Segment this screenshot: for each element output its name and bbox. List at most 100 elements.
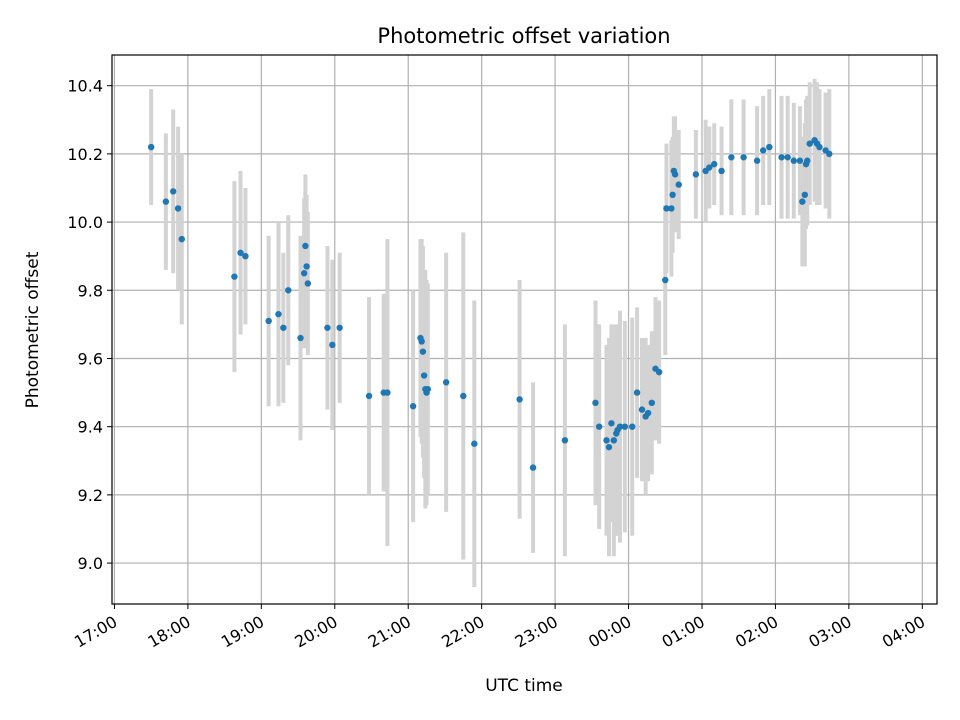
data-point [655,368,663,376]
x-tick-label: 00:00 [585,612,634,652]
data-point [801,191,809,199]
data-point [806,140,813,147]
x-tick-label: 01:00 [659,612,708,652]
y-tick-label: 9.6 [78,349,103,368]
data-point [529,464,537,471]
data-point [329,341,336,349]
x-axis-label: UTC time [485,676,563,696]
x-tick-label: 03:00 [805,612,854,652]
data-point [603,437,610,444]
data-point [668,205,675,212]
plot-area-frame [111,54,938,605]
data-points [147,137,833,471]
data-point [799,198,806,205]
y-tick-label: 10.4 [67,77,103,96]
data-point [728,154,735,161]
data-point [663,205,670,212]
x-tick-label: 20:00 [291,612,340,652]
data-point [471,440,478,447]
x-tick-label: 02:00 [732,612,781,652]
data-point [605,443,613,451]
data-point [711,160,718,168]
data-point [324,324,331,331]
data-point [442,379,450,386]
data-point [147,143,155,151]
data-point [365,392,373,400]
data-point [804,157,811,164]
data-point [784,154,791,161]
data-point [616,423,624,430]
data-point [790,157,797,164]
data-point [242,252,249,260]
data-point [303,263,310,270]
grid-lines [112,55,937,604]
y-tick-label: 9.4 [78,418,103,437]
data-point [621,423,629,430]
data-point [753,157,761,164]
y-tick-label: 9.8 [78,281,103,300]
data-point [170,188,177,195]
data-point [418,338,425,345]
data-point [595,423,603,430]
x-tick-label: 18:00 [144,612,193,652]
data-point [671,171,679,178]
data-point [516,396,523,403]
data-point [265,317,272,325]
data-point [633,389,641,396]
y-tick-label: 9.0 [78,554,103,573]
data-point [718,167,725,175]
data-point [766,143,773,151]
data-point [759,147,767,154]
chart-title: Photometric offset variation [377,24,670,48]
data-point [285,287,292,294]
data-point [336,324,343,331]
data-point [275,310,282,318]
data-point [648,399,655,407]
x-tick-label: 22:00 [438,612,487,652]
data-point [669,191,676,199]
data-point [420,372,428,379]
data-point [174,205,182,212]
data-point [304,280,312,287]
data-point [610,437,618,444]
data-point [662,276,669,284]
data-point [231,273,238,280]
data-point [178,235,185,243]
data-point [692,171,700,178]
data-point [302,242,309,250]
data-point [706,164,713,171]
data-point [629,423,636,430]
error-bars [149,78,832,587]
data-point [592,399,599,407]
data-point [384,389,391,396]
data-point [740,154,747,161]
x-tick-label: 17:00 [71,612,120,652]
x-tick-label: 04:00 [879,612,928,652]
data-point [778,154,785,161]
data-point [796,157,804,164]
y-axis-ticks: 9.0 9.2 9.4 9.6 9.8 10.0 10.2 10.4 [67,77,112,573]
data-point [816,143,823,151]
data-point [162,198,170,205]
data-point [608,420,615,427]
data-point [644,409,652,417]
x-tick-label: 21:00 [365,612,414,652]
data-point [826,150,833,158]
data-point [460,392,467,400]
y-tick-label: 10.0 [67,213,103,232]
x-tick-label: 19:00 [218,612,267,652]
data-point [419,348,427,355]
data-point [297,334,304,342]
y-axis-label: Photometric offset [23,251,43,408]
data-point [237,249,244,256]
data-point [300,270,308,277]
y-tick-label: 9.2 [78,486,103,505]
x-axis-ticks: 17:00 18:00 19:00 20:00 21:00 22:00 23:00 00:00… [71,604,928,652]
data-point [561,437,569,444]
data-point [638,406,646,413]
y-tick-label: 10.2 [67,145,103,164]
data-point [675,181,682,188]
data-point [280,324,287,331]
data-point [424,385,432,393]
